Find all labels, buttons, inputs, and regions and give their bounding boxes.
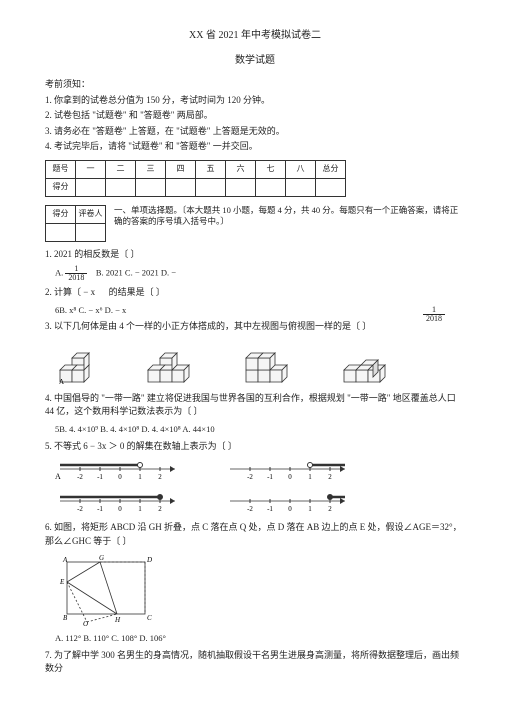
grader-cell <box>76 223 106 241</box>
q2-stem2: 的结果是〔 〕 <box>109 287 165 297</box>
numberline-row-2: -2 -1 0 1 2 -2 -1 0 1 2 <box>55 489 465 517</box>
svg-text:-1: -1 <box>267 473 273 481</box>
cube-figure-b <box>143 340 213 386</box>
score-header: 五 <box>196 160 226 178</box>
score-header: 一 <box>76 160 106 178</box>
score-header: 六 <box>226 160 256 178</box>
numberline-c: -2 -1 0 1 2 <box>55 489 185 517</box>
score-cell <box>166 178 196 196</box>
fold-figure: A G D E B H C Q <box>55 554 465 626</box>
svg-text:C: C <box>147 614 152 622</box>
score-cell <box>316 178 346 196</box>
svg-text:A: A <box>59 378 64 386</box>
svg-text:-2: -2 <box>247 473 253 481</box>
svg-text:-2: -2 <box>247 505 253 513</box>
score-header: 四 <box>166 160 196 178</box>
score-header: 八 <box>286 160 316 178</box>
svg-text:G: G <box>99 554 104 562</box>
score-cell <box>256 178 286 196</box>
numberline-row-1: -2 -1 0 1 2 A -2 -1 0 1 2 <box>55 457 465 485</box>
cube-figures: A <box>55 340 465 386</box>
score-header: 题号 <box>46 160 76 178</box>
score-cell <box>226 178 256 196</box>
question-6-options: A. 112° B. 110° C. 108° D. 106° <box>55 632 465 645</box>
svg-text:-1: -1 <box>97 473 103 481</box>
svg-text:A: A <box>62 556 68 564</box>
grader-cell <box>46 223 76 241</box>
numberline-b: -2 -1 0 1 2 <box>225 457 355 485</box>
exam-subject: 数学试题 <box>45 53 465 68</box>
svg-text:2: 2 <box>328 505 332 513</box>
grader-cell: 评卷人 <box>76 205 106 223</box>
q2-stem: 2. 计算〔 − x <box>45 287 95 297</box>
exam-title: XX 省 2021 年中考模拟试卷二 <box>45 28 465 43</box>
score-cell <box>76 178 106 196</box>
fraction: 1 2018 <box>423 306 445 323</box>
grader-table: 得分 评卷人 <box>45 205 106 242</box>
frac-den: 2018 <box>65 274 87 282</box>
score-cell <box>136 178 166 196</box>
svg-text:2: 2 <box>328 473 332 481</box>
svg-text:D: D <box>146 556 152 564</box>
score-header: 七 <box>256 160 286 178</box>
question-1-options: A. 1 2018 B. 2021 C. − 2021 D. − <box>55 265 465 282</box>
svg-text:0: 0 <box>118 505 122 513</box>
instruction-line: 2. 试卷包括 "试题卷" 和 "答题卷" 两局部。 <box>45 109 465 123</box>
svg-text:1: 1 <box>138 473 142 481</box>
svg-text:0: 0 <box>288 473 292 481</box>
question-3: 3. 以下几何体是由 4 个一样的小正方体搭成的，其中左视图与俯视图一样的是〔 … <box>45 320 465 334</box>
numberline-a: -2 -1 0 1 2 A <box>55 457 185 485</box>
question-4: 4. 中国倡导的 "一带一路" 建立将促进我国与世界各国的互利合作，根据规划 "… <box>45 392 465 419</box>
svg-text:2: 2 <box>158 505 162 513</box>
question-4-options: 5B. 4. 4×10⁹ B. 4. 4×10⁸ D. 4. 4×10⁸ A. … <box>55 423 465 436</box>
question-1: 1. 2021 的相反数是〔 〕 <box>45 248 465 262</box>
cube-figure-a: A <box>55 340 115 386</box>
instruction-line: 4. 考试完毕后，请将 "试题卷" 和 "答题卷" 一并交回。 <box>45 140 465 154</box>
svg-text:B: B <box>63 614 68 622</box>
svg-text:0: 0 <box>118 473 122 481</box>
svg-text:1: 1 <box>308 505 312 513</box>
score-cell <box>196 178 226 196</box>
score-row-label: 得分 <box>46 178 76 196</box>
cube-figure-c <box>241 340 311 386</box>
svg-text:-1: -1 <box>97 505 103 513</box>
score-header: 总分 <box>316 160 346 178</box>
question-7: 7. 为了解中学 300 名男生的身高情况，随机抽取假设干名男生进展身高测量，将… <box>45 649 465 676</box>
score-cell <box>286 178 316 196</box>
frac-den: 2018 <box>423 315 445 323</box>
instruction-line: 1. 你拿到的试卷总分值为 150 分，考试时间为 120 分钟。 <box>45 94 465 108</box>
section-1-header: 得分 评卷人 一、单项选择题。〔本大题共 10 小题，每题 4 分，共 40 分… <box>45 205 465 242</box>
svg-text:0: 0 <box>288 505 292 513</box>
instructions-heading: 考前须知： <box>45 78 465 92</box>
numberline-d: -2 -1 0 1 2 <box>225 489 355 517</box>
svg-text:-2: -2 <box>77 505 83 513</box>
instruction-line: 3. 请务必在 "答题卷" 上答题，在 "试题卷" 上答题是无效的。 <box>45 125 465 139</box>
fraction: 1 2018 <box>65 265 87 282</box>
svg-text:2: 2 <box>158 473 162 481</box>
opt-text: A. <box>55 267 63 277</box>
section-1-text: 一、单项选择题。〔本大题共 10 小题，每题 4 分，共 40 分。每题只有一个… <box>114 205 465 229</box>
grader-cell: 得分 <box>46 205 76 223</box>
cube-figure-d <box>339 340 409 386</box>
svg-text:1: 1 <box>138 505 142 513</box>
score-cell <box>106 178 136 196</box>
opt-text: B. 2021 C. − 2021 D. − <box>96 267 176 277</box>
svg-text:Q: Q <box>83 620 88 626</box>
instructions-block: 考前须知： 1. 你拿到的试卷总分值为 150 分，考试时间为 120 分钟。 … <box>45 78 465 154</box>
svg-text:-2: -2 <box>77 473 83 481</box>
svg-text:E: E <box>59 578 65 586</box>
svg-text:1: 1 <box>308 473 312 481</box>
score-header: 二 <box>106 160 136 178</box>
svg-text:-1: -1 <box>267 505 273 513</box>
question-2-options: 6B. x⁸ C. − x⁶ D. − x <box>55 304 465 317</box>
score-table: 题号 一 二 三 四 五 六 七 八 总分 得分 <box>45 160 346 197</box>
question-5: 5. 不等式 6 − 3x ＞ 0 的解集在数轴上表示为〔 〕 <box>45 440 465 454</box>
question-2: 2. 计算〔 − x 的结果是〔 〕 <box>45 286 465 300</box>
svg-text:A: A <box>55 472 61 481</box>
score-header: 三 <box>136 160 166 178</box>
svg-text:H: H <box>114 616 121 624</box>
question-6: 6. 如图，将矩形 ABCD 沿 GH 折叠，点 C 落在点 Q 处，点 D 落… <box>45 521 465 548</box>
